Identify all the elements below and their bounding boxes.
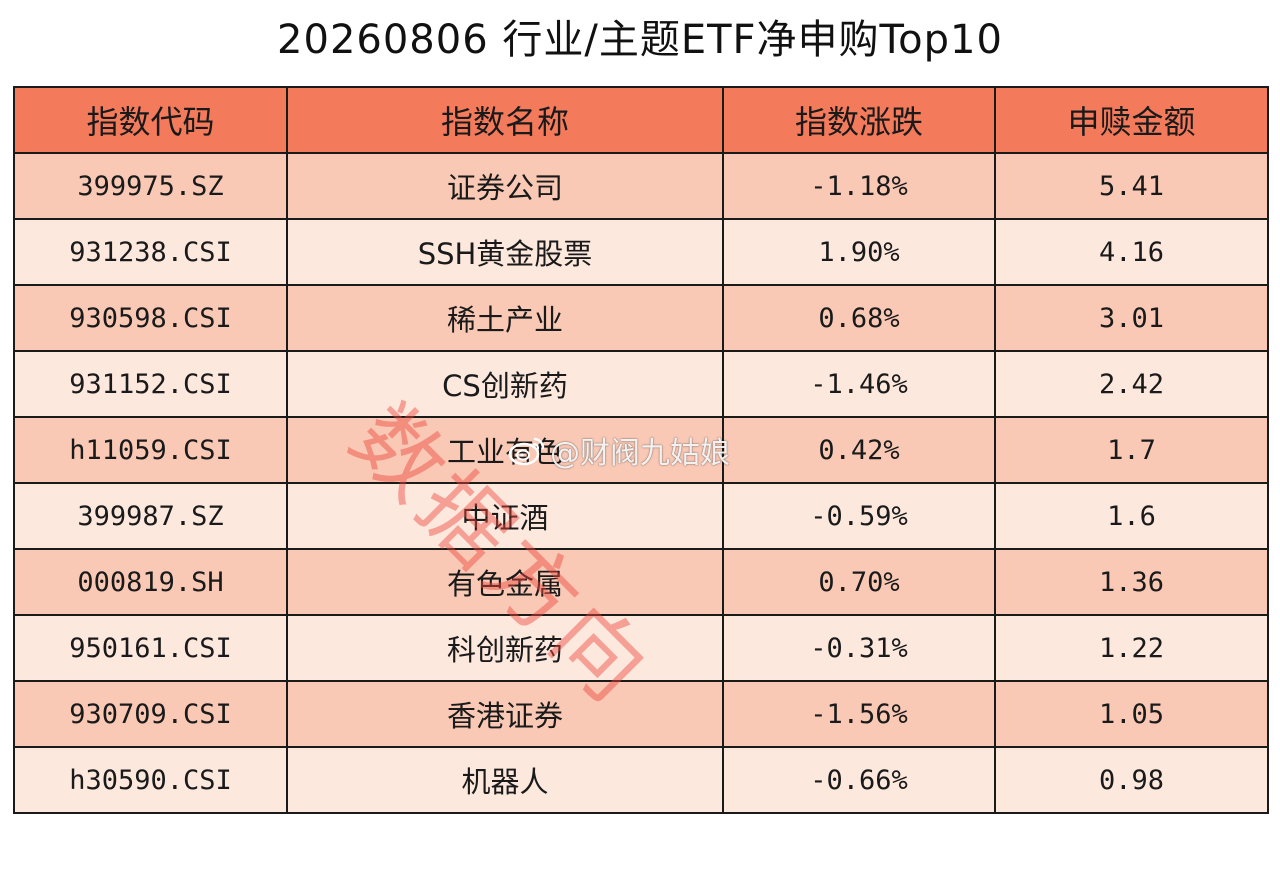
table-row: 931152.CSI CS创新药 -1.46% 2.42 <box>13 350 1269 418</box>
table-row: 950161.CSI 科创新药 -0.31% 1.22 <box>13 614 1269 682</box>
table-row: 399987.SZ 中证酒 -0.59% 1.6 <box>13 482 1269 550</box>
cell-index-code: 950161.CSI <box>13 614 288 682</box>
cell-index-name: CS创新药 <box>286 350 724 418</box>
cell-index-name: 机器人 <box>286 746 724 814</box>
cell-index-change: 1.90% <box>722 218 996 286</box>
page-title: 20260806 行业/主题ETF净申购Top10 <box>277 17 1003 63</box>
cell-index-change: 0.42% <box>722 416 996 484</box>
cell-index-code: 931152.CSI <box>13 350 288 418</box>
cell-net-amount: 1.36 <box>994 548 1269 616</box>
table-header-row: 指数代码 指数名称 指数涨跌 申赎金额 <box>13 86 1269 154</box>
header-index-name: 指数名称 <box>286 86 724 154</box>
cell-index-change: -0.59% <box>722 482 996 550</box>
cell-index-name: 有色金属 <box>286 548 724 616</box>
cell-index-code: h30590.CSI <box>13 746 288 814</box>
cell-net-amount: 0.98 <box>994 746 1269 814</box>
cell-index-change: -0.31% <box>722 614 996 682</box>
cell-net-amount: 4.16 <box>994 218 1269 286</box>
table-row: 930598.CSI 稀土产业 0.68% 3.01 <box>13 284 1269 352</box>
cell-index-change: 0.68% <box>722 284 996 352</box>
header-index-code: 指数代码 <box>13 86 288 154</box>
table-row: 930709.CSI 香港证券 -1.56% 1.05 <box>13 680 1269 748</box>
cell-index-code: 000819.SH <box>13 548 288 616</box>
header-net-amount: 申赎金额 <box>994 86 1269 154</box>
cell-index-name: 中证酒 <box>286 482 724 550</box>
table-row: 931238.CSI SSH黄金股票 1.90% 4.16 <box>13 218 1269 286</box>
cell-index-change: -0.66% <box>722 746 996 814</box>
cell-index-code: 930709.CSI <box>13 680 288 748</box>
table-row: h30590.CSI 机器人 -0.66% 0.98 <box>13 746 1269 814</box>
cell-net-amount: 1.05 <box>994 680 1269 748</box>
cell-net-amount: 5.41 <box>994 152 1269 220</box>
cell-index-name: 工业有色 <box>286 416 724 484</box>
cell-net-amount: 1.6 <box>994 482 1269 550</box>
cell-index-name: SSH黄金股票 <box>286 218 724 286</box>
cell-net-amount: 1.7 <box>994 416 1269 484</box>
cell-index-code: 399975.SZ <box>13 152 288 220</box>
table-row: 000819.SH 有色金属 0.70% 1.36 <box>13 548 1269 616</box>
header-index-change: 指数涨跌 <box>722 86 996 154</box>
cell-index-name: 稀土产业 <box>286 284 724 352</box>
etf-table: 指数代码 指数名称 指数涨跌 申赎金额 399975.SZ 证券公司 -1.18% 5… <box>13 86 1269 814</box>
cell-index-code: h11059.CSI <box>13 416 288 484</box>
cell-net-amount: 3.01 <box>994 284 1269 352</box>
cell-index-code: 399987.SZ <box>13 482 288 550</box>
cell-index-name: 科创新药 <box>286 614 724 682</box>
cell-net-amount: 1.22 <box>994 614 1269 682</box>
cell-index-change: -1.18% <box>722 152 996 220</box>
table-row: h11059.CSI 工业有色 0.42% 1.7 <box>13 416 1269 484</box>
cell-index-change: -1.46% <box>722 350 996 418</box>
cell-index-name: 证券公司 <box>286 152 724 220</box>
cell-index-change: 0.70% <box>722 548 996 616</box>
cell-index-change: -1.56% <box>722 680 996 748</box>
cell-net-amount: 2.42 <box>994 350 1269 418</box>
cell-index-code: 931238.CSI <box>13 218 288 286</box>
table-row: 399975.SZ 证券公司 -1.18% 5.41 <box>13 152 1269 220</box>
cell-index-name: 香港证券 <box>286 680 724 748</box>
cell-index-code: 930598.CSI <box>13 284 288 352</box>
